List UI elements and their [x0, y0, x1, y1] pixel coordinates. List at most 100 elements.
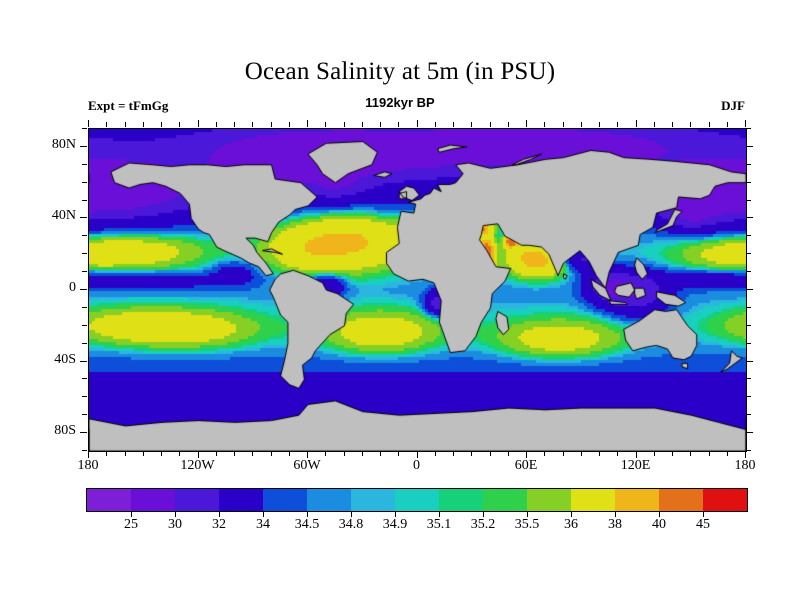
y-axis-tick — [746, 128, 751, 129]
x-axis-tick — [143, 122, 144, 127]
colorbar-tick — [395, 512, 396, 517]
y-axis-tick — [746, 164, 751, 165]
x-axis-tick — [599, 451, 600, 456]
colorbar-tick-label: 35.2 — [470, 517, 496, 532]
colorbar-tick-label: 34.9 — [382, 517, 408, 532]
x-axis-tick — [106, 451, 107, 456]
x-axis-tick — [398, 122, 399, 127]
x-axis-tick — [526, 451, 527, 458]
colorbar-band — [307, 489, 351, 511]
colorbar-tick-label: 25 — [124, 517, 138, 532]
x-axis-tick — [234, 122, 235, 127]
y-axis-tick — [746, 253, 751, 254]
colorbar-band — [615, 489, 659, 511]
x-axis-tick — [252, 451, 253, 456]
y-axis-tick — [746, 378, 751, 379]
x-axis-tick — [727, 122, 728, 127]
x-axis-tick — [198, 120, 199, 127]
colorbar-tick — [703, 512, 704, 517]
y-axis-tick — [746, 325, 751, 326]
y-axis-tick — [82, 414, 87, 415]
colorbar-tick — [571, 512, 572, 517]
x-axis-tick — [161, 122, 162, 127]
y-axis-tick — [80, 361, 87, 362]
y-axis-tick — [80, 432, 87, 433]
x-axis-tick — [563, 451, 564, 456]
colorbar-band — [263, 489, 307, 511]
colorbar-tick-label: 32 — [212, 517, 226, 532]
y-axis-tick — [82, 164, 87, 165]
y-axis-tick — [82, 253, 87, 254]
x-axis-tick — [745, 120, 746, 127]
x-axis-tick — [453, 451, 454, 456]
colorbar-band — [131, 489, 175, 511]
x-axis-tick — [179, 122, 180, 127]
y-axis-tick — [82, 200, 87, 201]
x-axis-tick — [490, 122, 491, 127]
y-axis-tick — [82, 128, 87, 129]
x-axis-tick — [143, 451, 144, 456]
x-axis-tick — [544, 451, 545, 456]
colorbar-tick — [307, 512, 308, 517]
x-axis-tick — [344, 122, 345, 127]
x-axis-tick — [307, 451, 308, 458]
x-axis-label: 60W — [293, 458, 321, 473]
x-axis-tick — [398, 451, 399, 456]
y-axis-tick — [746, 414, 751, 415]
colorbar-tick — [219, 512, 220, 517]
colorbar: 25 30 32 34 34.5 34.8 34.9 35.1 35.2 35.5 36 38 40 45 — [86, 488, 748, 539]
x-axis-label: 120W — [180, 458, 215, 473]
season-label: DJF — [721, 98, 745, 113]
colorbar-ticks — [86, 512, 748, 517]
x-axis-tick — [709, 122, 710, 127]
salinity-heatmap — [89, 129, 746, 451]
x-axis-tick — [654, 451, 655, 456]
y-axis-tick — [746, 361, 753, 362]
x-axis-tick — [563, 122, 564, 127]
y-axis-tick — [746, 217, 753, 218]
y-axis-label: 0 — [69, 280, 76, 295]
colorbar-tick — [131, 512, 132, 517]
colorbar-tick — [439, 512, 440, 517]
y-axis-tick — [80, 217, 87, 218]
x-axis-tick — [490, 451, 491, 456]
x-axis-tick — [690, 451, 691, 456]
colorbar-tick — [175, 512, 176, 517]
x-axis-tick — [307, 120, 308, 127]
colorbar-tick-label: 36 — [564, 517, 578, 532]
x-axis-tick — [380, 122, 381, 127]
x-axis-tick — [709, 451, 710, 456]
y-axis-tick — [82, 378, 87, 379]
colorbar-band — [703, 489, 747, 511]
x-axis-tick — [380, 451, 381, 456]
x-axis-tick — [672, 122, 673, 127]
y-axis-tick — [80, 289, 87, 290]
y-axis-tick — [746, 271, 751, 272]
x-axis-tick — [636, 120, 637, 127]
x-axis-tick — [690, 122, 691, 127]
colorbar-band — [527, 489, 571, 511]
colorbar-tick-label: 45 — [696, 517, 710, 532]
x-axis-tick — [252, 122, 253, 127]
x-axis-tick — [289, 451, 290, 456]
y-axis-tick — [82, 325, 87, 326]
colorbar-tick-label: 34 — [256, 517, 270, 532]
x-axis-tick — [198, 451, 199, 458]
x-axis-label: 120E — [620, 458, 651, 473]
x-axis-tick — [344, 451, 345, 456]
x-axis-tick — [654, 122, 655, 127]
colorbar-tick-label: 40 — [652, 517, 666, 532]
x-axis-tick — [581, 122, 582, 127]
x-axis-tick — [417, 451, 418, 458]
y-axis-tick — [746, 343, 751, 344]
x-axis-tick — [471, 122, 472, 127]
colorbar-band — [571, 489, 615, 511]
x-axis-tick — [289, 122, 290, 127]
x-axis-tick — [544, 122, 545, 127]
y-axis-label: 40N — [51, 208, 76, 224]
x-axis-tick — [526, 120, 527, 127]
x-axis-tick — [617, 451, 618, 456]
y-axis-tick — [746, 450, 751, 451]
y-axis-tick — [746, 432, 753, 433]
